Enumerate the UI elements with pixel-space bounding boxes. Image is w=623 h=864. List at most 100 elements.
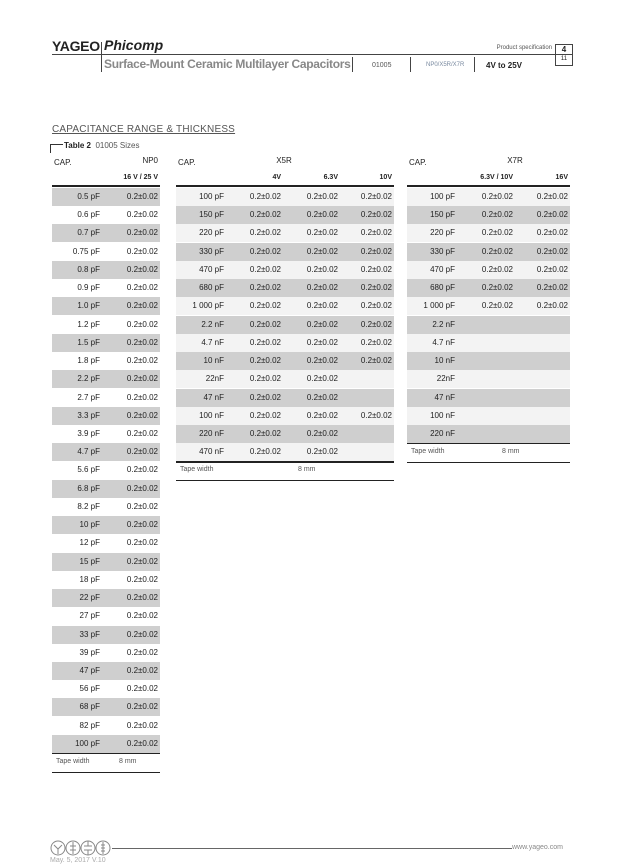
thickness-cell: 0.2±0.02 bbox=[481, 283, 513, 293]
thickness-cell: 0.2±0.02 bbox=[249, 301, 281, 311]
thickness-cell: 0.2±0.02 bbox=[249, 264, 281, 274]
table-row: 0.6 pF 0.2±0.02 bbox=[52, 206, 160, 225]
capacitance-cell: 47 nF bbox=[203, 392, 224, 402]
table-row: 330 pF 0.2±0.02 0.2±0.02 bbox=[407, 242, 570, 261]
thickness-cell: 0.2±0.02 bbox=[536, 246, 568, 256]
thickness-cell: 0.2±0.02 bbox=[126, 283, 158, 293]
thickness-cell: 0.2±0.02 bbox=[249, 410, 281, 420]
capacitance-cell: 47 nF bbox=[434, 392, 455, 402]
voltage-header: 6.3V / 10V bbox=[480, 174, 513, 181]
table-row: 220 nF bbox=[407, 424, 570, 443]
capacitance-cell: 100 nF bbox=[199, 410, 224, 420]
capacitance-cell: 0.7 pF bbox=[77, 228, 100, 238]
antenna-icon bbox=[50, 840, 66, 856]
thickness-cell: 0.2±0.02 bbox=[126, 210, 158, 220]
document-title: Surface-Mount Ceramic Multilayer Capacit… bbox=[104, 57, 351, 71]
divider bbox=[101, 42, 102, 72]
capacitance-cell: 68 pF bbox=[79, 702, 100, 712]
footer-rule bbox=[112, 848, 512, 849]
thickness-cell: 0.2±0.02 bbox=[126, 520, 158, 530]
table-row: 0.8 pF 0.2±0.02 bbox=[52, 260, 160, 279]
thickness-cell: 0.2±0.02 bbox=[126, 593, 158, 603]
size-code: 01005 bbox=[372, 62, 392, 69]
table-bottom-rule bbox=[407, 462, 570, 464]
page-number: 4 bbox=[556, 45, 572, 55]
capacitance-cell: 100 pF bbox=[199, 192, 224, 201]
header-rule bbox=[407, 185, 570, 187]
table-end-rule bbox=[52, 753, 160, 755]
dielectric-header: NP0 bbox=[142, 156, 158, 165]
thickness-cell: 0.2±0.02 bbox=[126, 611, 158, 621]
capacitance-cell: 10 pF bbox=[79, 520, 100, 530]
table-row: 2.7 pF 0.2±0.02 bbox=[52, 388, 160, 407]
table-row: 5.6 pF 0.2±0.02 bbox=[52, 461, 160, 480]
capacitance-cell: 1.8 pF bbox=[77, 356, 100, 366]
capacitance-cell: 33 pF bbox=[79, 629, 100, 639]
table-row: 680 pF 0.2±0.02 0.2±0.02 bbox=[407, 279, 570, 298]
thickness-cell: 0.2±0.02 bbox=[360, 337, 392, 347]
cap-column-header: CAP. bbox=[54, 158, 72, 167]
capacitance-cell: 22 pF bbox=[79, 593, 100, 603]
thickness-cell: 0.2±0.02 bbox=[126, 465, 158, 475]
table-row: 1.2 pF 0.2±0.02 bbox=[52, 315, 160, 334]
table-number: Table 2 bbox=[64, 141, 91, 150]
header-rule bbox=[52, 185, 160, 187]
table-row: 4.7 nF 0.2±0.02 0.2±0.02 0.2±0.02 bbox=[176, 333, 394, 352]
thickness-cell: 0.2±0.02 bbox=[126, 538, 158, 548]
table-row: 100 pF 0.2±0.02 0.2±0.02 0.2±0.02 bbox=[176, 188, 394, 206]
thickness-cell: 0.2±0.02 bbox=[481, 264, 513, 274]
thickness-cell: 0.2±0.02 bbox=[536, 228, 568, 238]
capacitance-cell: 4.7 nF bbox=[201, 337, 224, 347]
thickness-cell: 0.2±0.02 bbox=[360, 410, 392, 420]
inductor-icon bbox=[95, 840, 111, 856]
capacitance-cell: 1.2 pF bbox=[77, 319, 100, 329]
table-row: 330 pF 0.2±0.02 0.2±0.02 0.2±0.02 bbox=[176, 242, 394, 261]
capacitance-cell: 10 nF bbox=[434, 356, 455, 366]
capacitance-cell: 100 pF bbox=[430, 192, 455, 201]
thickness-cell: 0.2±0.02 bbox=[481, 192, 513, 201]
table-bracket bbox=[50, 144, 63, 153]
thickness-cell: 0.2±0.02 bbox=[126, 483, 158, 493]
table-row: 22 pF 0.2±0.02 bbox=[52, 589, 160, 608]
thickness-cell: 0.2±0.02 bbox=[306, 428, 338, 438]
capacitance-cell: 1 000 pF bbox=[423, 301, 455, 311]
table-row: 150 pF 0.2±0.02 0.2±0.02 bbox=[407, 206, 570, 225]
thickness-cell: 0.2±0.02 bbox=[249, 210, 281, 220]
thickness-cell: 0.2±0.02 bbox=[249, 447, 281, 457]
thickness-cell: 0.2±0.02 bbox=[536, 264, 568, 274]
table-row: 0.5 pF 0.2±0.02 bbox=[52, 188, 160, 206]
thickness-cell: 0.2±0.02 bbox=[536, 192, 568, 201]
thickness-cell: 0.2±0.02 bbox=[536, 301, 568, 311]
capacitance-cell: 8.2 pF bbox=[77, 501, 100, 511]
thickness-cell: 0.2±0.02 bbox=[249, 228, 281, 238]
divider bbox=[352, 57, 353, 72]
thickness-cell: 0.2±0.02 bbox=[126, 192, 158, 201]
table-row: 18 pF 0.2±0.02 bbox=[52, 570, 160, 589]
footer-icons bbox=[50, 840, 112, 861]
thickness-cell: 0.2±0.02 bbox=[126, 337, 158, 347]
phicomp-logo: Phicomp bbox=[104, 37, 164, 53]
section-heading: CAPACITANCE RANGE & THICKNESS bbox=[52, 124, 236, 135]
thickness-cell: 0.2±0.02 bbox=[249, 392, 281, 402]
thickness-cell: 0.2±0.02 bbox=[306, 319, 338, 329]
capacitance-cell: 10 nF bbox=[203, 356, 224, 366]
capacitance-cell: 5.6 pF bbox=[77, 465, 100, 475]
thickness-cell: 0.2±0.02 bbox=[306, 283, 338, 293]
table-row: 100 pF 0.2±0.02 bbox=[52, 734, 160, 753]
capacitor-icon bbox=[65, 840, 81, 856]
table-row: 47 nF 0.2±0.02 0.2±0.02 bbox=[176, 388, 394, 407]
table-row: 10 nF 0.2±0.02 0.2±0.02 0.2±0.02 bbox=[176, 352, 394, 371]
tape-width-value: 8 mm bbox=[502, 448, 520, 456]
capacitance-cell: 680 pF bbox=[199, 283, 224, 293]
capacitance-cell: 18 pF bbox=[79, 574, 100, 584]
thickness-cell: 0.2±0.02 bbox=[360, 192, 392, 201]
capacitance-cell: 220 nF bbox=[430, 428, 455, 438]
thickness-cell: 0.2±0.02 bbox=[306, 374, 338, 384]
table-row: 3.3 pF 0.2±0.02 bbox=[52, 406, 160, 425]
capacitance-cell: 39 pF bbox=[79, 647, 100, 657]
capacitance-cell: 2.2 nF bbox=[201, 319, 224, 329]
dielectric-header: X5R bbox=[276, 156, 292, 165]
thickness-cell: 0.2±0.02 bbox=[249, 428, 281, 438]
table-row: 47 pF 0.2±0.02 bbox=[52, 661, 160, 680]
cap-column-header: CAP. bbox=[409, 158, 427, 167]
